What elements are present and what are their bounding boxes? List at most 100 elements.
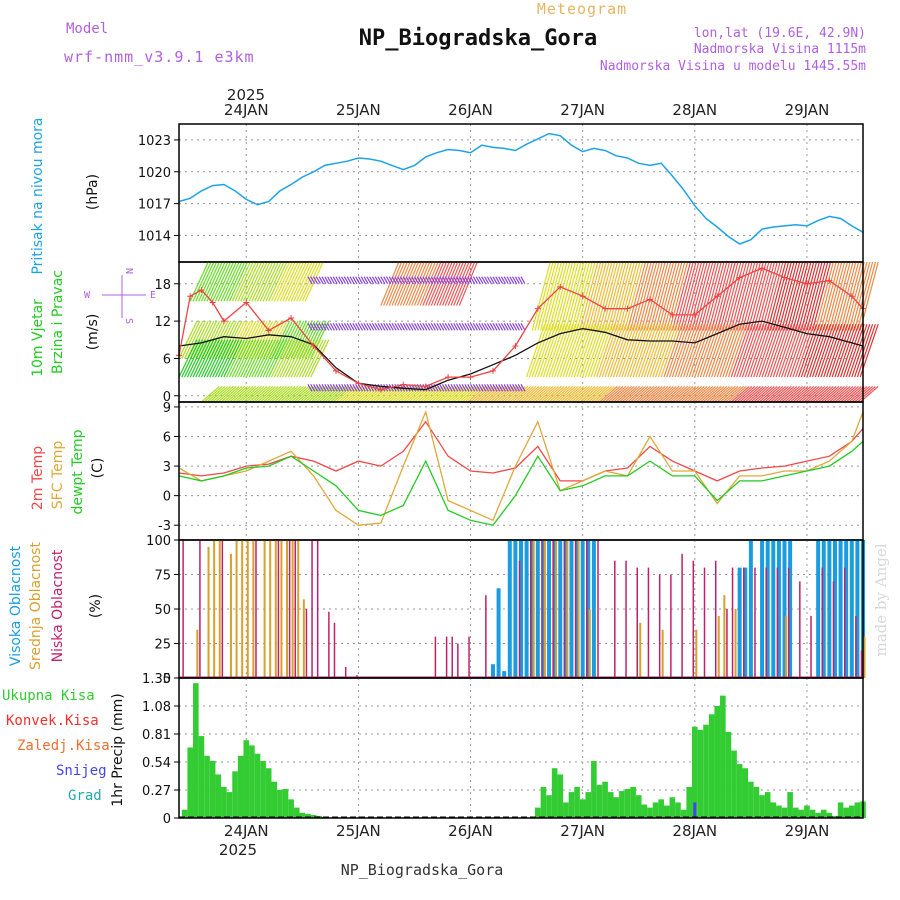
top-day-label: 25JAN bbox=[336, 101, 381, 119]
wind-barb bbox=[716, 385, 736, 403]
wind-barb bbox=[498, 385, 517, 403]
wind-barb bbox=[310, 385, 330, 403]
wind-barb bbox=[472, 385, 492, 403]
wind-barb bbox=[674, 324, 694, 378]
wind-barb-calm bbox=[341, 323, 347, 331]
wind-barb-calm bbox=[464, 323, 470, 331]
cloud-high-bar bbox=[575, 540, 580, 678]
wind-barb-calm bbox=[436, 323, 442, 331]
cloud-high-bar bbox=[855, 540, 860, 678]
wind-barb-calm bbox=[498, 323, 504, 331]
wind-barb bbox=[744, 385, 764, 403]
wind-barb bbox=[226, 339, 246, 378]
wind-barb-calm bbox=[408, 276, 414, 284]
temperature-panel: -3 0 3 6 9 bbox=[158, 401, 864, 541]
wind-barb bbox=[579, 385, 599, 403]
wind-barb bbox=[744, 261, 764, 331]
wind-barb bbox=[543, 385, 562, 403]
wind-barb bbox=[262, 385, 282, 403]
wind-barb bbox=[444, 385, 464, 403]
precip-bar bbox=[254, 753, 261, 818]
clouds-panel: 0 25 50 75 100 bbox=[146, 534, 866, 687]
wind-barb bbox=[643, 385, 663, 403]
wind-barb-calm bbox=[321, 323, 327, 331]
cloud-high-bar bbox=[737, 567, 742, 678]
precip-bar bbox=[226, 792, 233, 818]
wind-barb bbox=[848, 261, 868, 331]
bottom-day-label: 24JAN bbox=[224, 822, 269, 840]
wind-barb bbox=[652, 261, 672, 331]
wind-barb bbox=[223, 339, 243, 378]
wind-barb bbox=[254, 339, 274, 378]
wind-barb-calm bbox=[360, 323, 366, 331]
precip-bar bbox=[635, 795, 642, 818]
wind-barb bbox=[531, 261, 551, 331]
wind-barb bbox=[719, 324, 739, 378]
wind-barb bbox=[534, 324, 554, 378]
wind-barb bbox=[562, 324, 582, 378]
wind-barb-calm bbox=[310, 384, 316, 392]
wind-barb-calm bbox=[399, 276, 405, 284]
cloud-low-bar bbox=[681, 553, 683, 678]
wind-barb bbox=[484, 385, 503, 403]
wind-barb-calm bbox=[512, 276, 518, 284]
wind-barb bbox=[778, 261, 798, 331]
ytick-label: 75 bbox=[154, 569, 171, 584]
wind-barb bbox=[178, 339, 198, 378]
wind-barb bbox=[708, 324, 728, 378]
wind-barb bbox=[304, 385, 324, 403]
wind-barb bbox=[545, 385, 565, 403]
cloud-high-bar bbox=[771, 540, 776, 678]
model-label: Model bbox=[66, 21, 108, 37]
wind-barb bbox=[691, 385, 711, 403]
wind-barb-calm bbox=[408, 323, 414, 331]
ytick-label: 1023 bbox=[138, 134, 171, 149]
wind-barb bbox=[851, 261, 871, 331]
wind-barb bbox=[579, 324, 599, 378]
wind-barb bbox=[559, 324, 579, 378]
wind-barb bbox=[716, 261, 736, 331]
wind-barb bbox=[234, 385, 254, 403]
wind-barb bbox=[377, 385, 397, 403]
wind-barb bbox=[346, 385, 366, 403]
wind-barb-calm bbox=[436, 384, 442, 392]
wind-barb-calm bbox=[509, 276, 515, 284]
bottom-day-label: 28JAN bbox=[672, 822, 717, 840]
wind-barb-calm bbox=[363, 323, 369, 331]
wind-barb bbox=[756, 385, 775, 403]
wind-barb-calm bbox=[352, 276, 358, 284]
precip-bar bbox=[563, 802, 569, 818]
wind-barb bbox=[209, 339, 229, 378]
wind-barb-calm bbox=[439, 323, 445, 331]
wind-barb-calm bbox=[397, 276, 403, 284]
wind-barb-calm bbox=[341, 384, 347, 392]
precip-bar bbox=[187, 747, 194, 818]
wind-barb bbox=[545, 261, 565, 331]
wind-barb bbox=[817, 261, 837, 331]
cloud-mid-bar bbox=[863, 636, 866, 678]
wind-barb bbox=[657, 324, 677, 378]
wind-barb bbox=[691, 324, 711, 378]
chart-subtitle: Meteogram bbox=[537, 0, 627, 18]
wind-barb bbox=[268, 339, 288, 378]
cloud-low-bar bbox=[647, 567, 650, 678]
precip-bar bbox=[557, 774, 564, 818]
wind-barb bbox=[242, 339, 263, 378]
wind-gust-point bbox=[400, 381, 407, 388]
wind-barb bbox=[601, 261, 621, 331]
wind-barb bbox=[234, 339, 254, 378]
precip-bar bbox=[764, 792, 771, 818]
wind-barb bbox=[621, 261, 641, 331]
wind-barb-calm bbox=[475, 323, 481, 331]
wind-barb bbox=[262, 339, 282, 378]
cloud-low-bar bbox=[485, 595, 487, 678]
wind-barb bbox=[447, 385, 467, 403]
wind-barb bbox=[618, 324, 638, 378]
wind-barb bbox=[769, 324, 790, 378]
precip-bar bbox=[770, 802, 777, 818]
ytick-label: 100 bbox=[146, 534, 171, 549]
precip-bar bbox=[237, 755, 244, 818]
cloud-unit: (%) bbox=[88, 594, 104, 618]
precip-bar bbox=[540, 786, 547, 818]
wind-barb-calm bbox=[439, 384, 445, 392]
